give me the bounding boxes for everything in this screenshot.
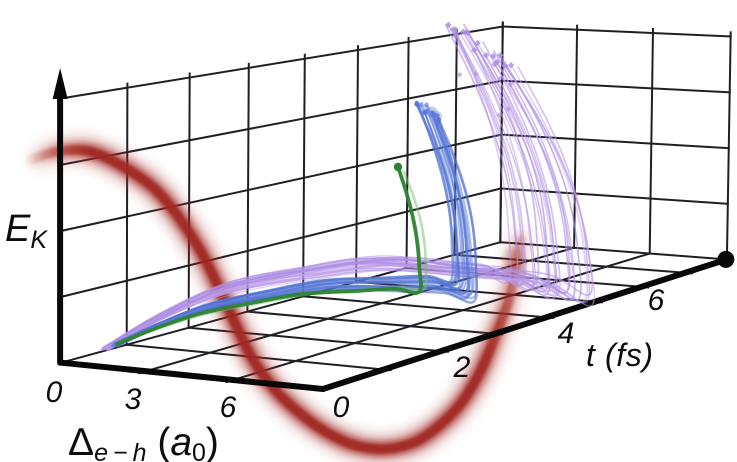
svg-text:4: 4: [558, 317, 575, 350]
svg-text:0: 0: [333, 391, 350, 424]
svg-text:Δe − h (a0): Δe − h (a0): [68, 421, 219, 462]
svg-text:t (fs): t (fs): [586, 337, 654, 373]
svg-text:3: 3: [125, 383, 142, 416]
svg-text:2: 2: [453, 351, 471, 384]
svg-text:6: 6: [648, 284, 665, 317]
svg-text:0: 0: [46, 376, 63, 409]
svg-text:6: 6: [220, 391, 237, 424]
